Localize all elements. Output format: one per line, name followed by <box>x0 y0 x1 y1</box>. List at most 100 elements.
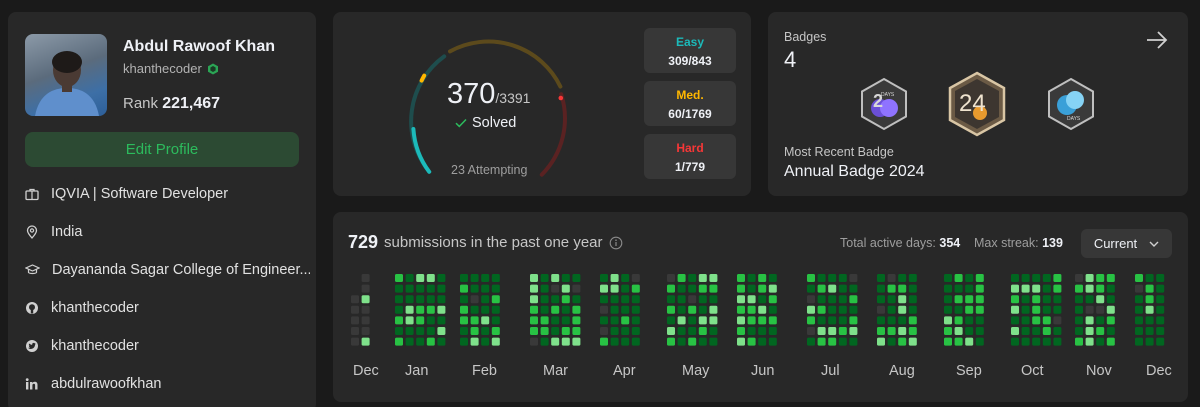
heatmap-cell[interactable] <box>1021 305 1030 314</box>
info-linkedin-text[interactable]: abdulrawoofkhan <box>51 376 162 392</box>
heatmap-cell[interactable] <box>677 337 686 346</box>
heatmap-cell[interactable] <box>1021 274 1030 282</box>
heatmap-cell[interactable] <box>747 337 756 346</box>
heatmap-cell[interactable] <box>1021 337 1030 346</box>
heatmap-cell[interactable] <box>1011 316 1019 325</box>
heatmap-cell[interactable] <box>1053 295 1062 304</box>
heatmap-cell[interactable] <box>758 274 767 282</box>
heatmap-cell[interactable] <box>1085 316 1094 325</box>
heatmap-cell[interactable] <box>898 295 907 304</box>
heatmap-cell[interactable] <box>877 284 885 293</box>
heatmap-cell[interactable] <box>709 305 718 314</box>
heatmap-cell[interactable] <box>747 327 756 335</box>
heatmap-cell[interactable] <box>1011 295 1019 304</box>
heatmap-cell[interactable] <box>877 327 885 335</box>
heatmap-cell[interactable] <box>954 274 963 282</box>
heatmap-cell[interactable] <box>600 284 608 293</box>
heatmap-cell[interactable] <box>600 305 608 314</box>
heatmap-cell[interactable] <box>551 305 560 314</box>
heatmap-cell[interactable] <box>551 284 560 293</box>
heatmap-cell[interactable] <box>395 305 403 314</box>
heatmap-cell[interactable] <box>600 316 608 325</box>
heatmap-cell[interactable] <box>1011 305 1019 314</box>
heatmap-cell[interactable] <box>460 295 468 304</box>
heatmap-cell[interactable] <box>491 305 500 314</box>
info-twitter[interactable]: khanthecoder <box>25 338 310 354</box>
heatmap-cell[interactable] <box>351 316 359 325</box>
heatmap-cell[interactable] <box>1135 327 1143 335</box>
heatmap-cell[interactable] <box>1075 337 1083 346</box>
heatmap-cell[interactable] <box>1053 316 1062 325</box>
heatmap-cell[interactable] <box>561 295 570 304</box>
heatmap-cell[interactable] <box>975 274 984 282</box>
heatmap-cell[interactable] <box>1096 295 1105 304</box>
heatmap-cell[interactable] <box>1042 284 1051 293</box>
heatmap-cell[interactable] <box>747 316 756 325</box>
heatmap-cell[interactable] <box>437 295 446 304</box>
heatmap-cell[interactable] <box>849 327 858 335</box>
heatmap-cell[interactable] <box>807 274 815 282</box>
heatmap-cell[interactable] <box>416 274 425 282</box>
100-days-badge-icon[interactable]: DAYS <box>1043 76 1099 132</box>
heatmap-cell[interactable] <box>975 295 984 304</box>
heatmap-cell[interactable] <box>807 337 815 346</box>
heatmap-cell[interactable] <box>1156 274 1165 282</box>
period-dropdown[interactable]: Current <box>1081 229 1172 258</box>
heatmap-cell[interactable] <box>631 295 640 304</box>
heatmap-cell[interactable] <box>416 284 425 293</box>
heatmap-cell[interactable] <box>688 327 697 335</box>
heatmap-cell[interactable] <box>540 337 549 346</box>
heatmap-cell[interactable] <box>572 284 581 293</box>
heatmap-cell[interactable] <box>460 305 468 314</box>
heatmap-cell[interactable] <box>540 295 549 304</box>
heatmap-cell[interactable] <box>1156 284 1165 293</box>
heatmap-cell[interactable] <box>361 337 370 346</box>
heatmap-cell[interactable] <box>698 305 707 314</box>
heatmap-cell[interactable] <box>530 305 538 314</box>
heatmap-cell[interactable] <box>491 316 500 325</box>
heatmap-cell[interactable] <box>677 305 686 314</box>
heatmap-cell[interactable] <box>551 274 560 282</box>
heatmap-cell[interactable] <box>395 295 403 304</box>
heatmap-cell[interactable] <box>807 316 815 325</box>
heatmap-cell[interactable] <box>954 337 963 346</box>
heatmap-cell[interactable] <box>1032 284 1041 293</box>
heatmap-cell[interactable] <box>849 305 858 314</box>
heatmap-cell[interactable] <box>481 337 490 346</box>
heatmap-cell[interactable] <box>667 274 675 282</box>
heatmap-cell[interactable] <box>1011 327 1019 335</box>
heatmap-cell[interactable] <box>1011 337 1019 346</box>
heatmap-cell[interactable] <box>1075 327 1083 335</box>
heatmap-cell[interactable] <box>768 337 777 346</box>
heatmap-cell[interactable] <box>540 284 549 293</box>
heatmap-cell[interactable] <box>1156 295 1165 304</box>
heatmap-cell[interactable] <box>405 316 414 325</box>
heatmap-cell[interactable] <box>908 295 917 304</box>
heatmap-cell[interactable] <box>610 337 619 346</box>
heatmap-cell[interactable] <box>530 316 538 325</box>
heatmap-cell[interactable] <box>437 284 446 293</box>
heatmap-cell[interactable] <box>887 337 896 346</box>
heatmap-cell[interactable] <box>1053 274 1062 282</box>
heatmap-cell[interactable] <box>1106 305 1115 314</box>
heatmap-cell[interactable] <box>737 327 745 335</box>
heatmap-cell[interactable] <box>395 337 403 346</box>
heatmap-cell[interactable] <box>828 327 837 335</box>
heatmap-cell[interactable] <box>437 274 446 282</box>
heatmap-cell[interactable] <box>817 327 826 335</box>
heatmap-cell[interactable] <box>954 316 963 325</box>
heatmap-cell[interactable] <box>688 337 697 346</box>
heatmap-cell[interactable] <box>667 295 675 304</box>
heatmap-cell[interactable] <box>405 305 414 314</box>
heatmap-cell[interactable] <box>491 337 500 346</box>
heatmap-cell[interactable] <box>1106 316 1115 325</box>
heatmap-cell[interactable] <box>838 327 847 335</box>
heatmap-cell[interactable] <box>944 327 952 335</box>
heatmap-cell[interactable] <box>709 337 718 346</box>
heatmap-cell[interactable] <box>1085 327 1094 335</box>
heatmap-cell[interactable] <box>551 327 560 335</box>
heatmap-cell[interactable] <box>481 284 490 293</box>
heatmap-cell[interactable] <box>561 337 570 346</box>
heatmap-cell[interactable] <box>828 284 837 293</box>
heatmap-cell[interactable] <box>1135 305 1143 314</box>
